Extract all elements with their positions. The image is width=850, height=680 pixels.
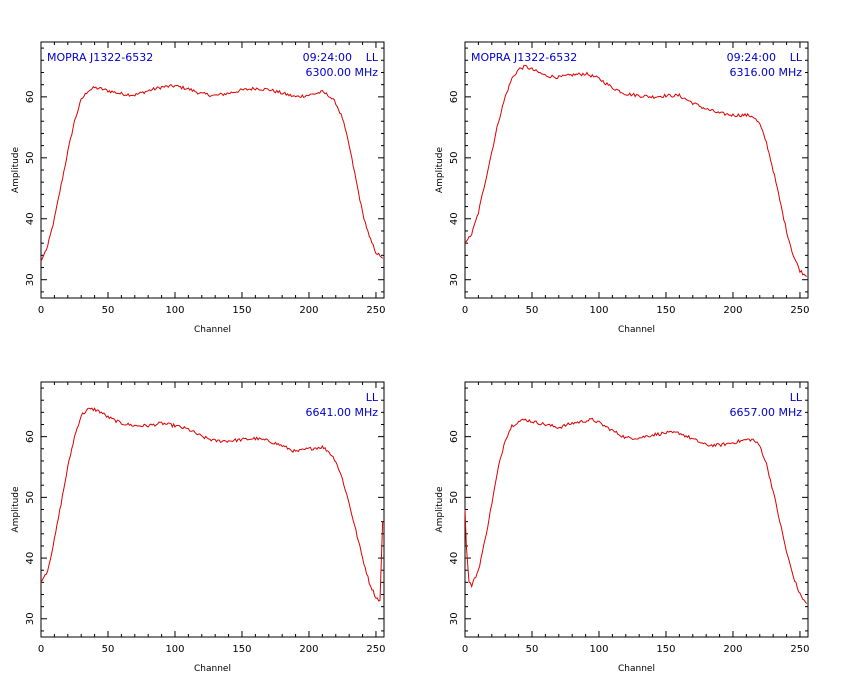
spectrum-panel-3: 0 50 100 150 200 250 30 40 50 60 Channel Amplitude L… [11, 381, 386, 674]
y-tick-label: 30 [25, 612, 36, 625]
x-tick-label: 50 [526, 644, 539, 655]
spectrum-trace [464, 417, 808, 604]
y-tick-label: 40 [449, 552, 460, 565]
x-axis-title: Channel [618, 664, 655, 674]
x-tick-label: 100 [589, 305, 608, 316]
spectrum-trace [40, 407, 384, 602]
y-tick-label: 30 [449, 612, 460, 625]
x-tick-label: 0 [38, 305, 44, 316]
x-tick-label: 250 [790, 305, 809, 316]
x-tick-label: 200 [299, 644, 318, 655]
y-tick-label: 50 [449, 491, 460, 504]
y-tick-label: 50 [25, 491, 36, 504]
x-tick-label: 250 [366, 644, 385, 655]
x-tick-label: 150 [656, 305, 675, 316]
x-tick-label: 0 [462, 305, 468, 316]
polarization-label: LL [790, 391, 803, 404]
y-axis-title: Amplitude [435, 486, 445, 533]
y-tick-label: 60 [449, 430, 460, 443]
frequency-label: 6300.00 MHz [305, 66, 378, 79]
polarization-label: LL [366, 51, 379, 64]
time-label: 09:24:00 [727, 51, 776, 64]
x-tick-label: 100 [589, 644, 608, 655]
polarization-label: LL [366, 391, 379, 404]
plot-frame [464, 381, 809, 638]
x-tick-label: 150 [232, 305, 251, 316]
x-tick-label: 0 [38, 644, 44, 655]
x-tick-label: 200 [723, 305, 742, 316]
frequency-label: 6657.00 MHz [729, 406, 802, 419]
x-tick-label: 200 [299, 305, 318, 316]
spectrum-panel-4: 0 50 100 150 200 250 30 40 50 60 Channel Amplitude L… [435, 381, 810, 674]
y-axis-title: Amplitude [11, 146, 21, 193]
x-axis-title: Channel [194, 664, 231, 674]
x-tick-label: 200 [723, 644, 742, 655]
x-tick-label: 250 [366, 305, 385, 316]
y-tick-label: 60 [25, 90, 36, 103]
x-tick-label: 150 [232, 644, 251, 655]
x-axis-title: Channel [618, 325, 655, 335]
frequency-label: 6641.00 MHz [305, 406, 378, 419]
x-tick-label: 50 [102, 644, 115, 655]
x-tick-label: 50 [102, 305, 115, 316]
source-label: MOPRA J1322-6532 [47, 51, 153, 64]
x-tick-label: 100 [165, 644, 184, 655]
y-tick-label: 50 [449, 151, 460, 164]
y-tick-label: 30 [25, 273, 36, 286]
x-tick-label: 250 [790, 644, 809, 655]
spectrum-trace [464, 64, 807, 278]
spectrum-panel-2: 0 50 100 150 200 250 30 40 50 60 Channel Amplitude M… [435, 41, 810, 335]
y-axis-title: Amplitude [435, 146, 445, 193]
y-axis-title: Amplitude [11, 486, 21, 533]
x-tick-label: 100 [165, 305, 184, 316]
y-tick-label: 50 [25, 151, 36, 164]
plot-frame [40, 381, 385, 638]
y-tick-label: 30 [449, 273, 460, 286]
frequency-label: 6316.00 MHz [729, 66, 802, 79]
plot-frame [40, 41, 385, 299]
plot-frame [464, 41, 809, 299]
x-tick-label: 50 [526, 305, 539, 316]
x-tick-label: 150 [656, 644, 675, 655]
x-axis-title: Channel [194, 325, 231, 335]
source-label: MOPRA J1322-6532 [471, 51, 577, 64]
spectrum-trace [40, 83, 383, 262]
y-tick-label: 40 [25, 552, 36, 565]
y-tick-label: 60 [449, 90, 460, 103]
polarization-label: LL [790, 51, 803, 64]
time-label: 09:24:00 [303, 51, 352, 64]
y-tick-label: 60 [25, 430, 36, 443]
y-tick-label: 40 [449, 212, 460, 225]
y-tick-label: 40 [25, 212, 36, 225]
spectrum-panel-1: 0 50 100 150 200 250 30 40 50 60 Channel Amplitude M… [11, 41, 386, 335]
x-tick-label: 0 [462, 644, 468, 655]
